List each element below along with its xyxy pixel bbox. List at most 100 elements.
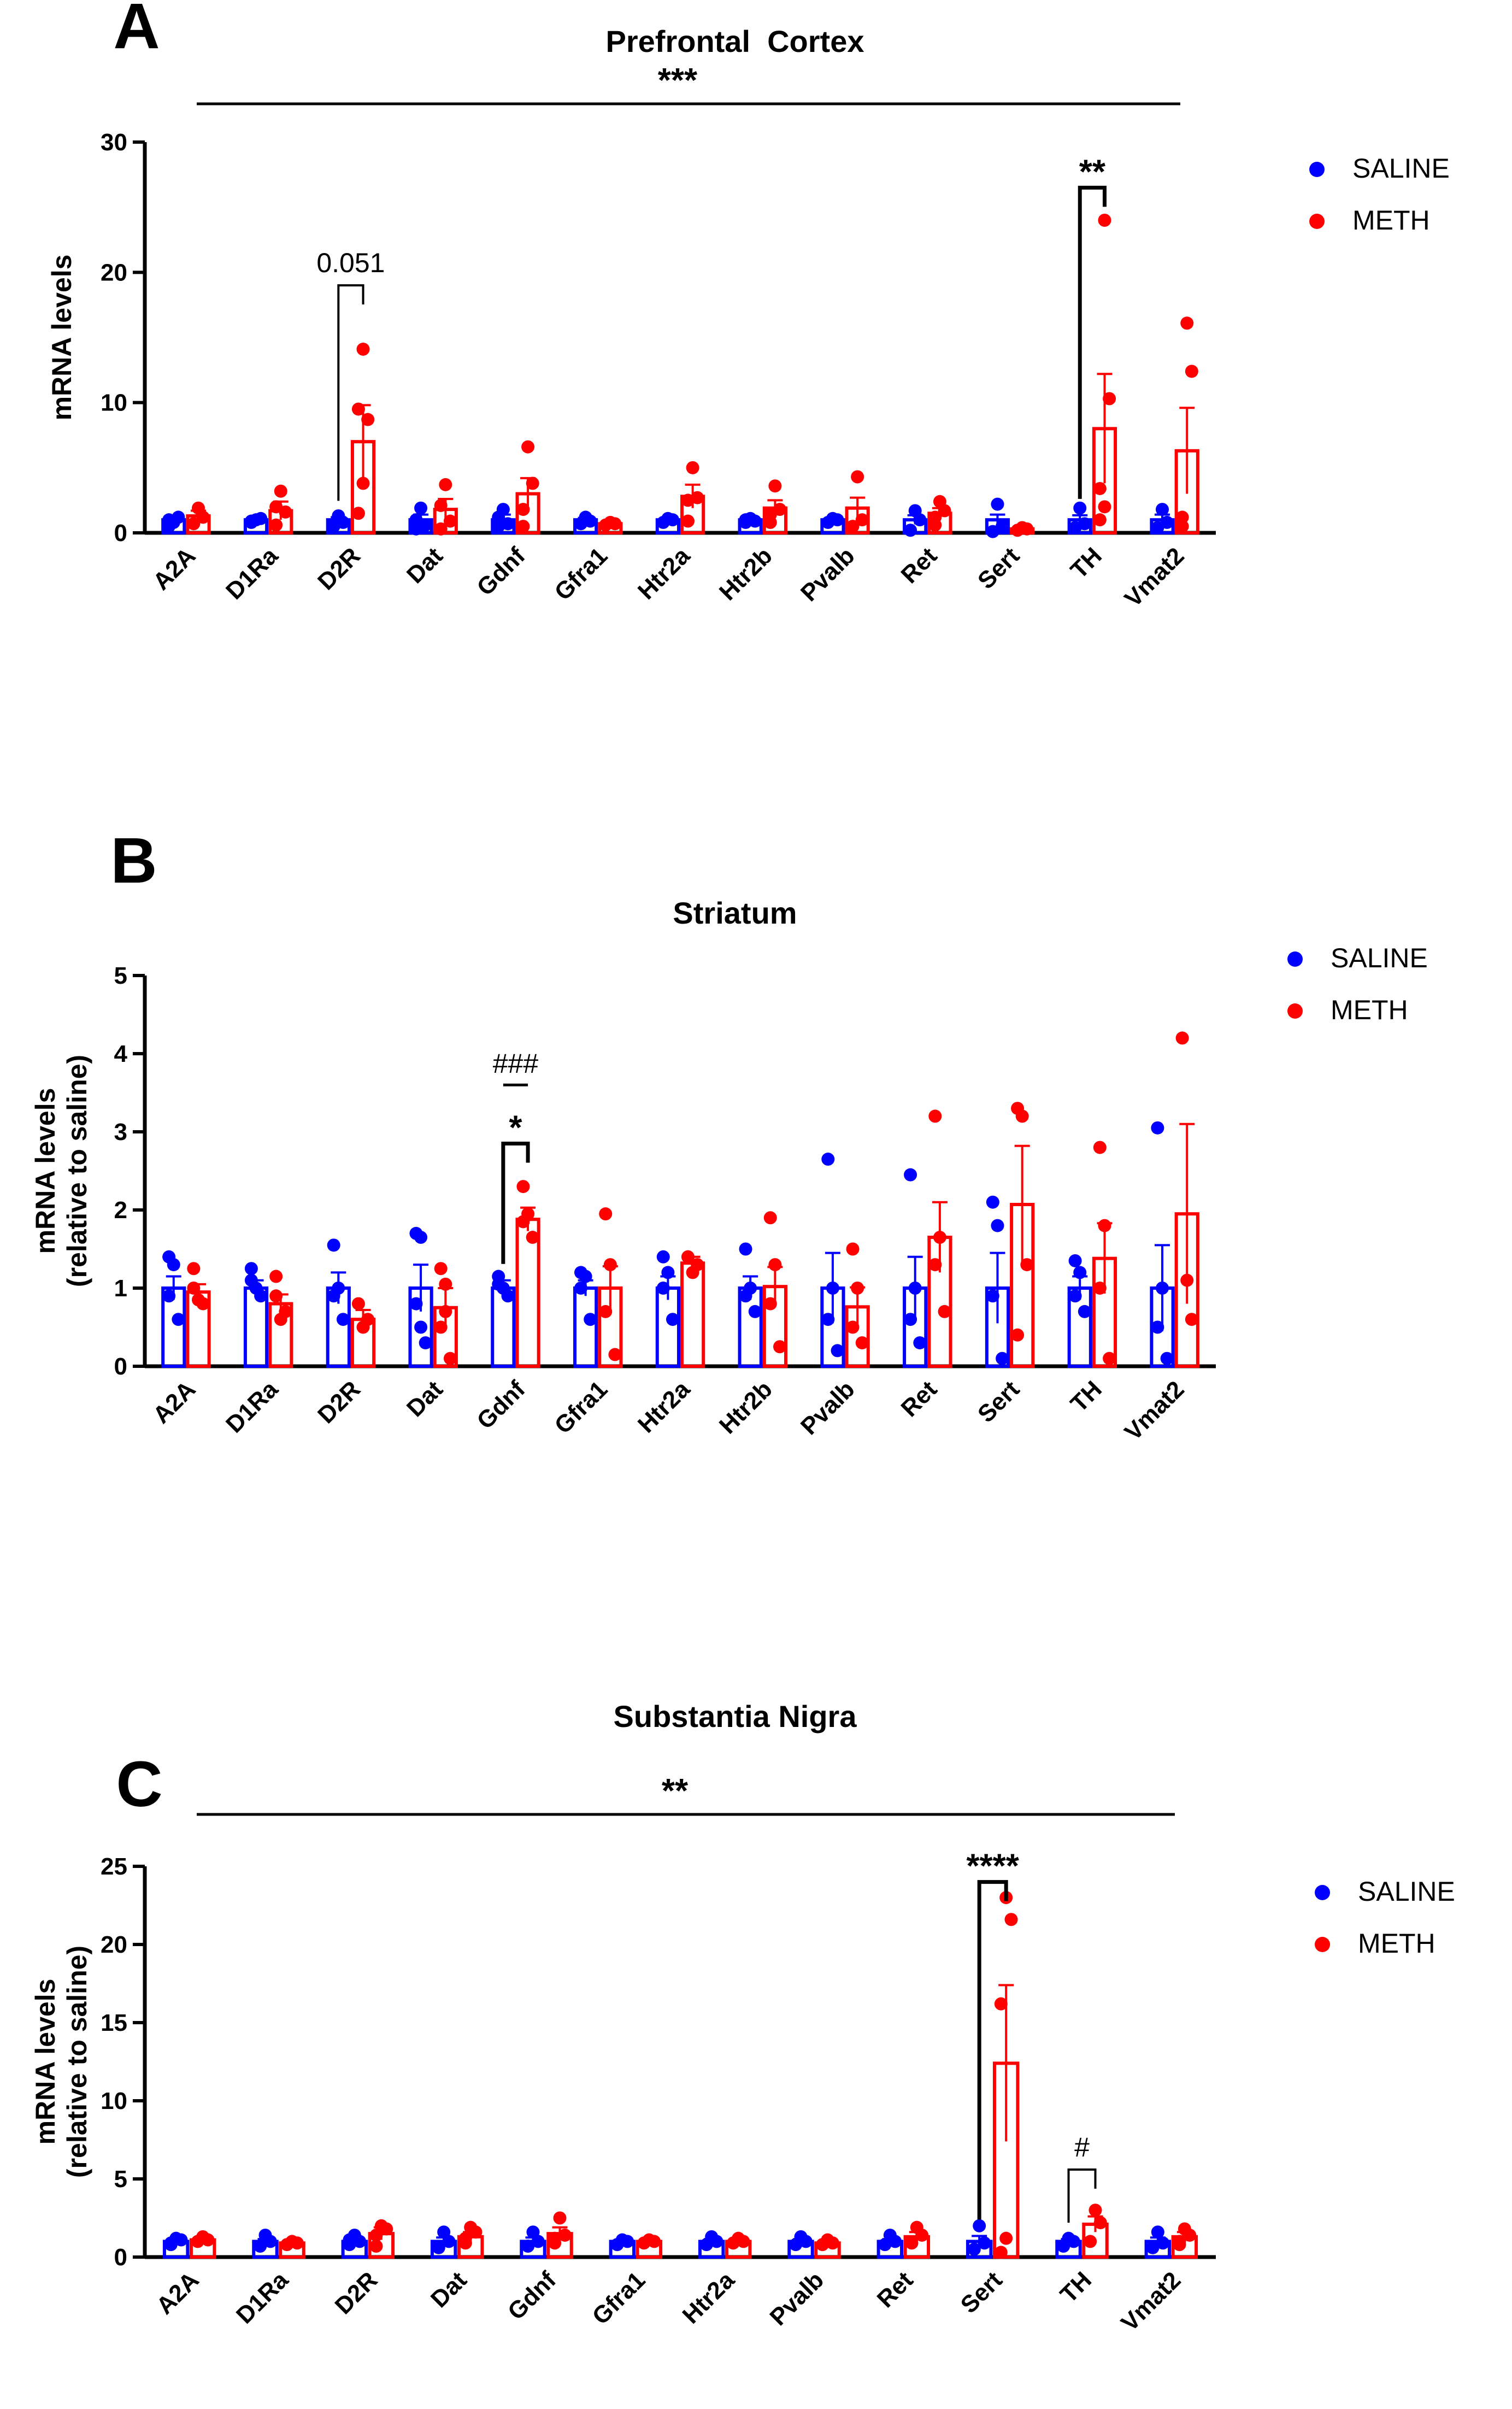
x-tick-label: Dat bbox=[426, 2266, 472, 2313]
data-point-saline bbox=[986, 1195, 999, 1209]
y-tick-label: 0 bbox=[114, 1353, 127, 1380]
significance-hash-label: ### bbox=[493, 1048, 539, 1079]
x-tick-label: Pvalb bbox=[764, 2266, 829, 2331]
y-axis-title-line: mRNA levels bbox=[46, 255, 77, 421]
x-tick-label: Ret bbox=[896, 1376, 943, 1422]
legend-label-saline: SALINE bbox=[1352, 153, 1450, 184]
data-point-saline bbox=[263, 2235, 277, 2248]
y-axis-title-line: (relative to saline) bbox=[62, 1055, 92, 1287]
data-point-saline bbox=[574, 1282, 587, 1295]
x-tick-label: Dat bbox=[402, 1376, 448, 1422]
x-tick-label: A2A bbox=[148, 1376, 201, 1429]
data-point-saline bbox=[174, 2233, 188, 2247]
data-point-meth bbox=[1093, 481, 1107, 495]
data-point-saline bbox=[967, 2242, 981, 2256]
data-point-meth bbox=[681, 514, 695, 528]
legend-marker-saline bbox=[1309, 162, 1325, 177]
data-point-meth bbox=[553, 2211, 567, 2225]
data-point-saline bbox=[821, 1313, 835, 1326]
data-point-saline bbox=[584, 1313, 597, 1326]
x-tick-label: Pvalb bbox=[796, 542, 860, 607]
data-point-meth bbox=[933, 1231, 946, 1244]
data-point-saline bbox=[327, 1289, 340, 1303]
overall-significance-label: ** bbox=[662, 1772, 689, 1810]
data-point-saline bbox=[1078, 1305, 1091, 1318]
significance-label: 0.051 bbox=[316, 248, 385, 278]
data-point-meth bbox=[1098, 500, 1111, 514]
data-point-meth bbox=[1185, 365, 1198, 378]
data-point-saline bbox=[1151, 2225, 1164, 2239]
x-tick-label: Gdnf bbox=[472, 1376, 530, 1434]
data-point-meth bbox=[434, 498, 448, 512]
x-tick-label: Vmat2 bbox=[1120, 542, 1190, 612]
data-point-saline bbox=[821, 1153, 835, 1166]
data-point-meth bbox=[938, 504, 951, 518]
data-point-meth bbox=[434, 1262, 448, 1276]
data-point-meth bbox=[928, 1258, 942, 1272]
x-tick-label: Htr2b bbox=[714, 542, 778, 606]
data-point-saline bbox=[1067, 2235, 1080, 2248]
data-point-meth bbox=[434, 522, 448, 536]
data-point-saline bbox=[1160, 1352, 1174, 1365]
data-point-saline bbox=[739, 1242, 752, 1256]
data-point-saline bbox=[904, 1313, 917, 1326]
data-point-meth bbox=[434, 1320, 448, 1334]
data-point-meth bbox=[768, 479, 782, 493]
significance-label: * bbox=[509, 1109, 522, 1147]
data-point-meth bbox=[1175, 520, 1189, 533]
data-point-meth bbox=[269, 1270, 283, 1283]
x-tick-label: D1Ra bbox=[221, 1376, 284, 1438]
data-point-saline bbox=[666, 1313, 680, 1326]
x-tick-label: Ret bbox=[896, 542, 943, 589]
data-point-saline bbox=[584, 514, 597, 528]
data-point-meth bbox=[737, 2235, 750, 2248]
data-point-saline bbox=[414, 501, 428, 515]
data-point-saline bbox=[492, 510, 505, 524]
data-point-meth bbox=[439, 1305, 452, 1318]
data-point-meth bbox=[1015, 1109, 1029, 1123]
y-tick-label: 20 bbox=[101, 259, 127, 286]
x-tick-label: D2R bbox=[313, 542, 366, 595]
data-point-meth bbox=[826, 2236, 839, 2250]
significance-label: **** bbox=[966, 1848, 1019, 1885]
data-point-saline bbox=[244, 514, 258, 528]
x-tick-label: Sert bbox=[956, 2266, 1008, 2318]
x-tick-label: Sert bbox=[973, 1376, 1025, 1427]
y-tick-label: 5 bbox=[114, 2166, 127, 2193]
y-tick-label: 0 bbox=[114, 520, 127, 547]
data-point-saline bbox=[167, 1258, 180, 1272]
data-point-saline bbox=[1156, 1282, 1169, 1295]
data-point-meth bbox=[290, 2236, 304, 2250]
data-point-meth bbox=[187, 517, 201, 531]
data-point-meth bbox=[686, 461, 699, 474]
panel-c: C Substantia Nigra ** 0 5 10 15 20 25 mRNA levels… bbox=[30, 1699, 1455, 2336]
data-point-meth bbox=[1084, 2235, 1097, 2248]
data-point-meth bbox=[361, 413, 375, 426]
data-point-saline bbox=[908, 1282, 922, 1295]
data-point-saline bbox=[913, 1336, 927, 1350]
data-point-meth bbox=[1103, 1352, 1116, 1365]
bar-saline-gfra1 bbox=[573, 1286, 598, 1368]
data-point-meth bbox=[768, 1258, 782, 1272]
data-point-meth bbox=[1173, 2235, 1186, 2248]
data-point-meth bbox=[999, 2231, 1013, 2245]
data-point-meth bbox=[1004, 1913, 1018, 1926]
data-point-meth bbox=[558, 2228, 572, 2242]
data-point-meth bbox=[851, 470, 864, 484]
data-point-saline bbox=[244, 1262, 258, 1276]
significance-bracket bbox=[1067, 2168, 1097, 2223]
data-point-meth bbox=[443, 514, 457, 528]
data-point-meth bbox=[928, 1109, 942, 1123]
legend-marker-saline bbox=[1287, 951, 1303, 967]
data-point-saline bbox=[442, 2235, 456, 2248]
y-tick-label: 5 bbox=[114, 962, 127, 989]
data-point-saline bbox=[162, 1289, 176, 1303]
x-tick-label: Ret bbox=[872, 2266, 919, 2313]
data-point-meth bbox=[846, 520, 860, 533]
data-point-meth bbox=[1098, 214, 1111, 227]
y-tick-label: 0 bbox=[114, 2244, 127, 2271]
data-point-meth bbox=[380, 2222, 393, 2236]
data-point-saline bbox=[1068, 1289, 1082, 1303]
y-axis-title-line: (relative to saline) bbox=[62, 1946, 92, 2178]
x-tick-label: Vmat2 bbox=[1116, 2266, 1186, 2336]
